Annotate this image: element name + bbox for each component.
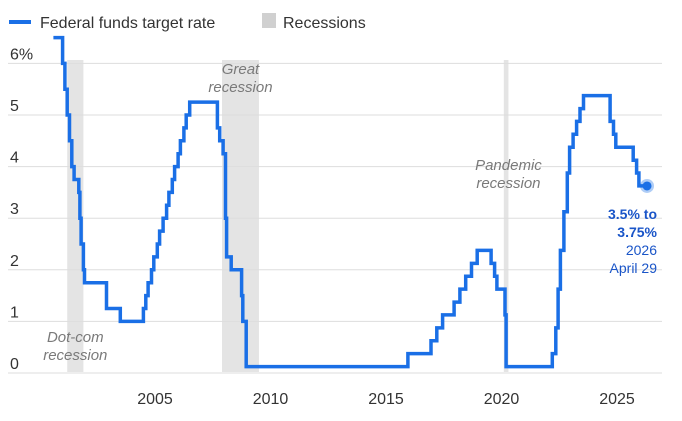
recession-band-1 [67, 60, 84, 372]
x-tick-label: 2015 [368, 391, 404, 408]
recession-layer [67, 60, 509, 372]
y-tick-label: 5 [10, 98, 19, 115]
recession-label-line: recession [208, 79, 272, 96]
recession-labels: Dot-comrecessionGreatrecessionPandemicre… [43, 61, 542, 364]
y-tick-label: 0 [10, 356, 19, 373]
series-line-federal-funds [53, 35, 647, 369]
endpoint-value-line2: 3.75% [617, 224, 657, 240]
legend-recession-swatch [262, 13, 276, 28]
y-tick-label: 2 [10, 253, 19, 270]
legend-line-swatch [9, 20, 31, 24]
x-tick-label: 2025 [599, 391, 635, 408]
x-tick-labels: 2005 2010 2015 2020 2025 [137, 391, 635, 408]
y-tick-labels: 6% 5 4 3 2 1 0 [10, 46, 33, 373]
series-layer [53, 35, 647, 369]
recession-band-3 [503, 60, 509, 372]
grid-layer [8, 62, 662, 374]
endpoint-date-label: April 29 [610, 260, 658, 276]
legend-series-label: Federal funds target rate [40, 15, 215, 32]
recession-label-line: recession [476, 175, 540, 192]
y-tick-label: 1 [10, 304, 19, 321]
legend: Federal funds target rate Recessions [9, 13, 366, 32]
endpoint-value-line1: 3.5% to [608, 206, 657, 222]
y-tick-label: 4 [10, 150, 19, 167]
x-tick-label: 2010 [253, 391, 289, 408]
x-tick-label: 2005 [137, 391, 173, 408]
y-tick-label: 3 [10, 201, 19, 218]
endpoint-layer: 3.5% to 3.75% 2026 April 29 [608, 178, 658, 276]
endpoint-year-label: 2026 [626, 242, 657, 258]
y-tick-label: 6% [10, 46, 33, 63]
recession-label-line: Great [222, 61, 260, 78]
recession-label-line: recession [43, 347, 107, 364]
recession-band-2 [221, 60, 259, 372]
legend-recession-label: Recessions [283, 15, 366, 32]
x-tick-label: 2020 [484, 391, 520, 408]
endpoint-marker [642, 181, 652, 191]
recession-label-line: Dot-com [47, 329, 104, 346]
recession-label-line: Pandemic [475, 157, 542, 174]
